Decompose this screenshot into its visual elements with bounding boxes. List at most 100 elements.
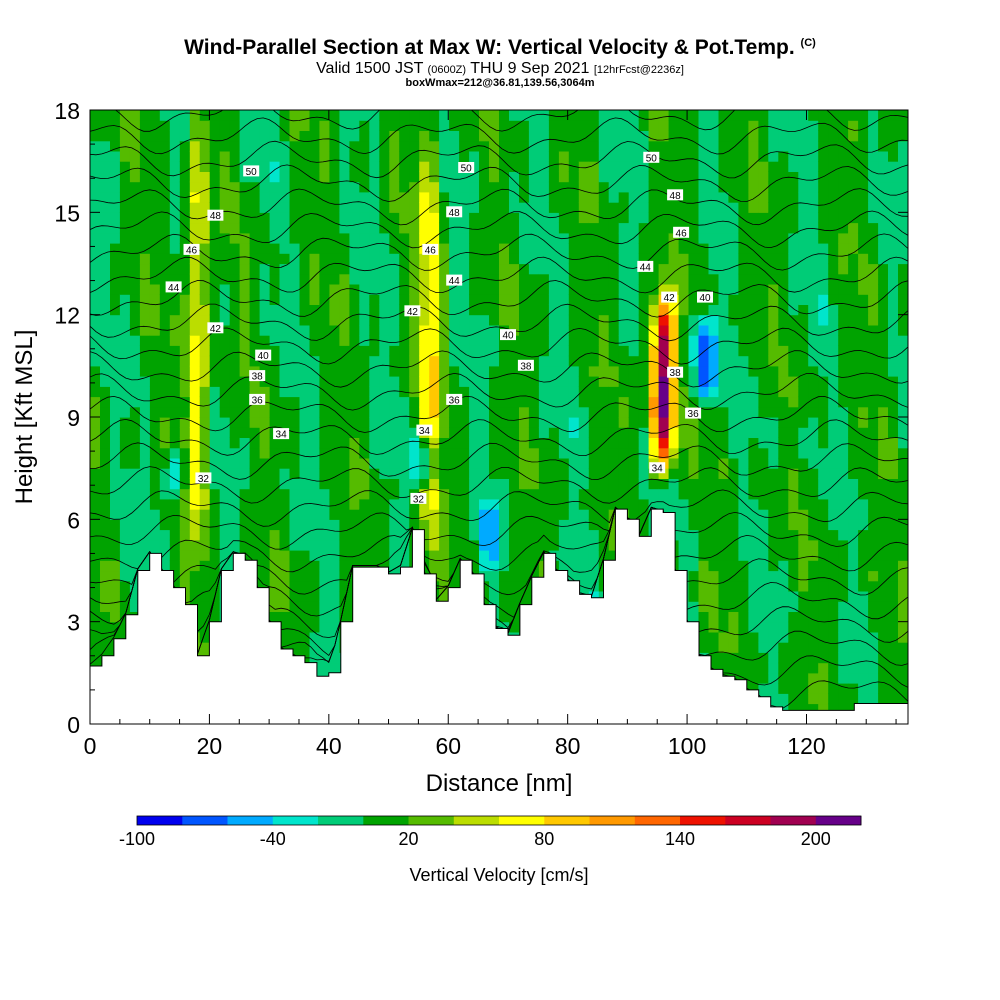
- colorbar-swatch: [453, 816, 500, 825]
- colorbar-swatch: [318, 816, 364, 825]
- x-tick-label: 0: [84, 733, 97, 759]
- contour-label: 36: [446, 393, 463, 406]
- contour-label-text: 46: [186, 245, 198, 256]
- contour-label: 32: [195, 472, 212, 485]
- y-axis-label: Height [Kft MSL]: [11, 330, 38, 505]
- valid-prefix: Valid 1500 JST: [316, 60, 424, 77]
- y-tick-label: 3: [67, 610, 80, 636]
- contour-label-text: 36: [688, 409, 700, 420]
- colorbar: -100 -40 20 80 140 200: [119, 815, 862, 849]
- contour-labels: 50 50 50 48 48 48 46 46 46 44 44 44 42 42 42 40 40 40 38 38…: [165, 151, 713, 505]
- contour-label-text: 50: [246, 167, 258, 178]
- contour-label-text: 48: [210, 211, 222, 222]
- contour-label-text: 46: [425, 245, 437, 256]
- contour-label-text: 42: [664, 293, 676, 304]
- contour-label: 46: [673, 226, 690, 239]
- contour-label-text: 40: [258, 351, 270, 362]
- contour-label: 40: [697, 291, 713, 304]
- valid-time-line: Valid 1500 JST (0600Z) THU 9 Sep 2021 [1…: [0, 60, 1000, 78]
- x-axis-label: Distance [nm]: [426, 770, 573, 797]
- x-tick-label: 60: [435, 733, 461, 759]
- contour-label: 50: [643, 151, 660, 164]
- box-info: boxWmax=212@36.81,139.56,3064m: [405, 77, 595, 89]
- contour-label: 32: [410, 492, 427, 505]
- colorbar-swatch: [634, 816, 681, 825]
- contour-label: 40: [500, 329, 516, 342]
- x-tick-label: 100: [668, 733, 706, 759]
- y-tick-label: 9: [67, 405, 80, 431]
- potential-temperature-contours: [90, 110, 908, 709]
- colorbar-tick-label: 200: [801, 829, 831, 849]
- contour-label: 42: [207, 322, 224, 335]
- contour-label: 48: [446, 206, 463, 219]
- title-main: Wind-Parallel Section at Max W: Vertical…: [184, 36, 795, 59]
- contour-label: 44: [637, 260, 654, 273]
- contour-label-text: 44: [640, 262, 652, 273]
- contour-label-text: 34: [419, 426, 431, 437]
- colorbar-swatch: [227, 816, 274, 825]
- contour-label-text: 36: [449, 395, 461, 406]
- contour-label-text: 46: [676, 228, 688, 239]
- colorbar-swatch: [137, 816, 183, 825]
- colorbar-swatch: [770, 816, 817, 825]
- colorbar-swatch: [272, 816, 319, 825]
- contour-label: 40: [255, 349, 272, 362]
- x-tick-label: 80: [555, 733, 581, 759]
- contour-label-text: 38: [670, 368, 682, 379]
- y-tick-label: 6: [67, 507, 80, 533]
- contour-label: 46: [422, 243, 439, 256]
- contour-label: 50: [243, 165, 260, 178]
- colorbar-frame: [136, 815, 862, 826]
- y-tick-label: 15: [54, 200, 80, 226]
- colorbar-swatch: [499, 816, 545, 825]
- contour-label: 48: [667, 189, 684, 202]
- y-tick-label: 12: [54, 303, 80, 329]
- colorbar-swatch: [363, 816, 409, 825]
- colorbar-swatch: [408, 816, 455, 825]
- contour-label-text: 50: [646, 153, 658, 164]
- contour-label: 34: [273, 428, 290, 441]
- valid-date: THU 9 Sep 2021: [470, 60, 590, 77]
- x-tick-label: 20: [197, 733, 223, 759]
- contour-label-text: 34: [652, 464, 664, 475]
- contour-label: 46: [183, 243, 200, 256]
- contour-label-text: 40: [502, 331, 514, 342]
- contour-label-text: 42: [210, 324, 222, 335]
- contour-label: 38: [517, 359, 534, 372]
- contour-label-text: 38: [252, 372, 264, 383]
- contour-label: 44: [446, 274, 463, 287]
- colorbar-swatch: [589, 816, 636, 825]
- forecast-info: [12hrFcst@2236z]: [593, 64, 684, 76]
- colorbar-tick-label: 80: [534, 829, 554, 849]
- contour-label: 34: [416, 424, 433, 437]
- contour-label: 36: [685, 407, 702, 420]
- colorbar-swatch: [544, 816, 590, 825]
- valid-utc: (0600Z): [427, 64, 467, 76]
- x-tick-label: 120: [787, 733, 825, 759]
- contour-label-text: 48: [449, 208, 461, 219]
- contour-label: 38: [667, 366, 684, 379]
- y-tick-label: 18: [54, 98, 80, 124]
- colorbar-swatch: [725, 816, 771, 825]
- contour-label-text: 36: [252, 395, 264, 406]
- colorbar-swatch: [680, 816, 726, 825]
- colorbar-tick-label: 140: [665, 829, 695, 849]
- contour-label-text: 32: [198, 474, 210, 485]
- contour-label: 36: [249, 393, 266, 406]
- contour-label-text: 48: [670, 191, 682, 202]
- colorbar-swatch: [815, 816, 862, 825]
- colorbar-tick-label: 20: [398, 829, 418, 849]
- contour-label: 48: [207, 209, 224, 222]
- contour-label-text: 44: [449, 276, 461, 287]
- colorbar-tick-label: -40: [260, 829, 286, 849]
- colorbar-label: Vertical Velocity [cm/s]: [409, 865, 588, 885]
- contour-label-text: 42: [407, 307, 419, 318]
- contour-label-text: 50: [461, 164, 473, 175]
- contour-label: 38: [249, 370, 266, 383]
- contour-label: 44: [165, 281, 182, 294]
- colorbar-swatch: [182, 816, 228, 825]
- x-tick-label: 40: [316, 733, 342, 759]
- contour-label: 50: [458, 162, 475, 175]
- y-tick-label: 0: [67, 712, 80, 738]
